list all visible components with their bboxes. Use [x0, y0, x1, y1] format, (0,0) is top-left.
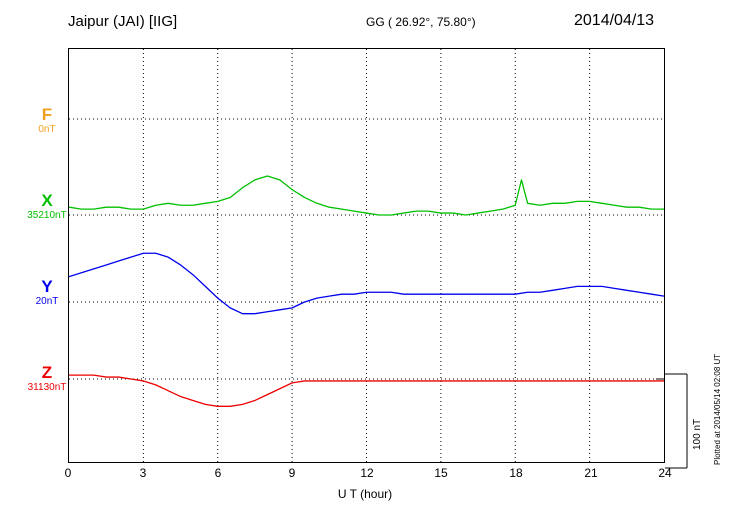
xtick-21: 21	[584, 466, 598, 480]
component-letter-f: F	[41, 105, 53, 124]
xtick-3: 3	[139, 466, 147, 480]
component-baseline-x: 35210nT	[27, 210, 67, 221]
xtick-0: 0	[64, 466, 72, 480]
xtick-24: 24	[658, 466, 672, 480]
plot-canvas	[69, 49, 664, 462]
component-baseline-y: 20nT	[35, 296, 59, 307]
component-letter-y: Y	[41, 277, 53, 296]
xtick-12: 12	[360, 466, 374, 480]
xtick-18: 18	[509, 466, 523, 480]
scale-bar-label: 100 nT	[692, 418, 703, 450]
plotted-timestamp: Plotted at 2014/05/14 02:08 UT	[713, 353, 722, 465]
xtick-9: 9	[288, 466, 296, 480]
component-baseline-z: 31130nT	[27, 382, 67, 393]
scale-bar	[665, 373, 688, 469]
magnetogram-plot	[68, 48, 665, 463]
component-letter-z: Z	[41, 363, 53, 382]
station-title: Jaipur (JAI) [IIG]	[68, 13, 178, 30]
xtick-6: 6	[214, 466, 222, 480]
xtick-15: 15	[434, 466, 448, 480]
component-label-x: X 35210nT	[12, 192, 82, 222]
component-baseline-f: 0nT	[38, 124, 56, 135]
component-label-z: Z 31130nT	[12, 364, 82, 394]
x-axis-label: U T (hour)	[337, 487, 393, 501]
geographic-coordinates: GG ( 26.92°, 75.80°)	[366, 15, 476, 29]
component-letter-x: X	[41, 191, 53, 210]
component-label-y: Y 20nT	[12, 278, 82, 308]
observation-date: 2014/04/13	[574, 12, 655, 29]
component-label-f: F 0nT	[12, 106, 82, 136]
